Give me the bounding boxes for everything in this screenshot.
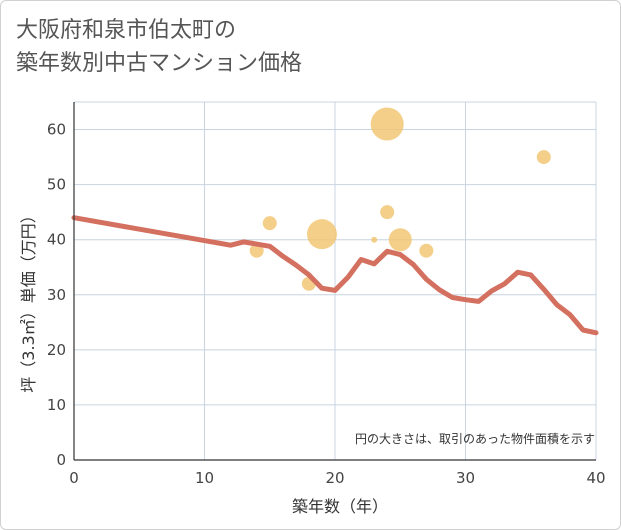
x-tick-label-0: 0 (69, 469, 79, 487)
x-tick-label-30: 30 (456, 469, 475, 487)
x-axis-label: 築年数（年） (292, 497, 388, 516)
bubble-series (249, 107, 551, 291)
axes: 0 10 20 30 40 50 60 0 10 20 30 40 (47, 102, 606, 487)
grid (74, 101, 597, 460)
y-tick-label-50: 50 (47, 176, 66, 194)
y-tick-label-30: 30 (47, 286, 66, 304)
x-tick-label-40: 40 (586, 469, 605, 487)
title-line-1: 大阪府和泉市伯太町の (16, 18, 237, 43)
bubble-point-5 (371, 236, 378, 243)
bubble-point-2 (380, 205, 395, 220)
x-tick-label-20: 20 (325, 469, 344, 487)
trend-line-series (71, 215, 599, 336)
bubble-point-6 (388, 228, 412, 252)
title-line-2: 築年数別中古マンション価格 (16, 51, 303, 76)
y-tick-label-0: 0 (56, 451, 66, 469)
bubble-point-1 (536, 150, 551, 165)
y-axis-label: 坪（3.3㎡）単価（万円） (19, 207, 38, 392)
bubble-point-8 (419, 243, 434, 258)
bubble-size-note: 円の大きさは、取引のあった物件面積を示す (355, 431, 595, 446)
y-tick-label-20: 20 (47, 341, 66, 359)
y-tick-label-60: 60 (47, 121, 66, 139)
trend-line (71, 215, 599, 336)
page-title: 大阪府和泉市伯太町の 築年数別中古マンション価格 (16, 14, 302, 80)
y-tick-label-10: 10 (47, 396, 66, 414)
bubble-point-0 (370, 107, 404, 141)
bubble-point-3 (262, 216, 277, 231)
y-tick-label-40: 40 (47, 231, 66, 249)
x-tick-label-10: 10 (195, 469, 214, 487)
bubble-point-4 (306, 219, 337, 250)
